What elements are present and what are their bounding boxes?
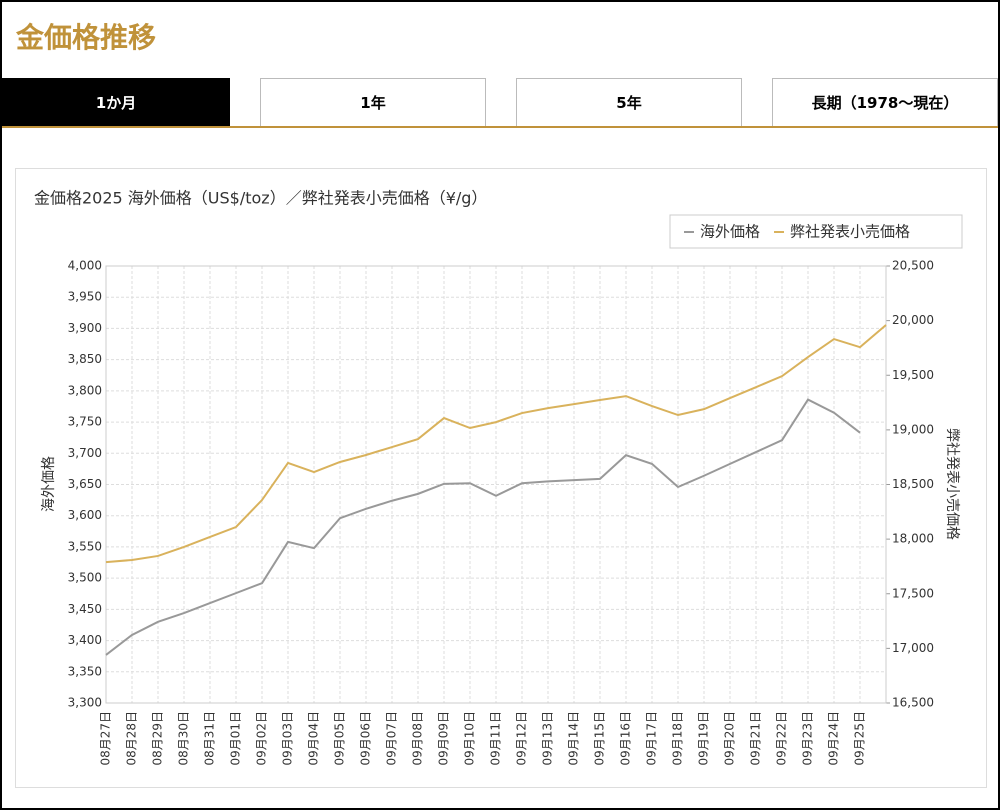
y2-tick-label: 19,000 bbox=[892, 422, 934, 436]
tab[interactable]: 1か月 bbox=[2, 78, 230, 126]
y-tick-label: 3,750 bbox=[68, 415, 102, 429]
x-tick-label: 09月06日 bbox=[359, 711, 373, 766]
y-tick-label: 3,800 bbox=[68, 383, 102, 397]
y2-axis-title: 弊社発表小売価格 bbox=[944, 428, 960, 540]
x-tick-label: 09月03日 bbox=[281, 711, 295, 766]
y2-tick-label: 19,500 bbox=[892, 368, 934, 382]
y-tick-label: 3,950 bbox=[68, 290, 102, 304]
x-tick-label: 09月11日 bbox=[489, 711, 503, 766]
x-tick-label: 09月15日 bbox=[593, 711, 607, 766]
x-tick-label: 09月25日 bbox=[853, 711, 867, 766]
x-tick-label: 09月16日 bbox=[619, 711, 633, 766]
y2-tick-label: 20,500 bbox=[892, 259, 934, 273]
y-tick-label: 4,000 bbox=[68, 259, 102, 273]
y-axis-title: 海外価格 bbox=[41, 456, 57, 512]
y-tick-label: 3,500 bbox=[68, 571, 102, 585]
y-tick-label: 3,900 bbox=[68, 321, 102, 335]
x-tick-label: 09月19日 bbox=[697, 711, 711, 766]
chart-panel bbox=[15, 168, 987, 788]
x-tick-label: 09月04日 bbox=[307, 711, 321, 766]
y-tick-label: 3,350 bbox=[68, 664, 102, 678]
x-tick-label: 09月21日 bbox=[749, 711, 763, 766]
y-tick-label: 3,700 bbox=[68, 446, 102, 460]
x-tick-label: 09月12日 bbox=[515, 711, 529, 766]
series-line bbox=[105, 324, 887, 564]
y2-tick-label: 18,500 bbox=[892, 477, 934, 491]
x-tick-label: 09月24日 bbox=[827, 711, 841, 766]
y2-tick-label: 16,500 bbox=[892, 696, 934, 710]
y-tick-label: 3,550 bbox=[68, 539, 102, 553]
x-tick-label: 09月23日 bbox=[801, 711, 815, 766]
x-tick-label: 09月20日 bbox=[723, 711, 737, 766]
tab[interactable]: 長期（1978〜現在） bbox=[772, 78, 998, 126]
tab-underline bbox=[2, 126, 998, 128]
x-tick-label: 09月02日 bbox=[255, 711, 269, 766]
x-tick-label: 09月05日 bbox=[333, 711, 347, 766]
x-tick-label: 09月07日 bbox=[385, 711, 399, 766]
legend-label: 海外価格 bbox=[700, 223, 760, 241]
x-tick-label: 09月14日 bbox=[567, 711, 581, 766]
x-tick-label: 09月13日 bbox=[541, 711, 555, 766]
x-tick-label: 08月28日 bbox=[125, 711, 139, 766]
x-tick-label: 08月27日 bbox=[99, 711, 113, 766]
chart-title: 金価格2025 海外価格（US$/toz）／弊社発表小売価格（¥/g） bbox=[34, 189, 487, 208]
tab[interactable]: 1年 bbox=[260, 78, 486, 126]
y2-tick-label: 20,000 bbox=[892, 313, 934, 327]
tab[interactable]: 5年 bbox=[516, 78, 742, 126]
plot-border bbox=[105, 265, 887, 704]
x-tick-label: 08月29日 bbox=[151, 711, 165, 766]
y-tick-label: 3,650 bbox=[68, 477, 102, 491]
x-tick-label: 08月30日 bbox=[177, 711, 191, 766]
x-tick-label: 09月01日 bbox=[229, 711, 243, 766]
legend-box bbox=[669, 214, 963, 249]
page-title: 金価格推移 bbox=[16, 21, 157, 54]
y2-tick-label: 17,000 bbox=[892, 641, 934, 655]
x-tick-label: 09月10日 bbox=[463, 711, 477, 766]
y2-tick-label: 18,000 bbox=[892, 532, 934, 546]
x-tick-label: 09月18日 bbox=[671, 711, 685, 766]
x-tick-label: 09月09日 bbox=[437, 711, 451, 766]
y2-tick-label: 17,500 bbox=[892, 586, 934, 600]
series-line bbox=[105, 398, 861, 656]
y-tick-label: 3,450 bbox=[68, 602, 102, 616]
legend-label: 弊社発表小売価格 bbox=[790, 223, 910, 241]
x-tick-label: 09月22日 bbox=[775, 711, 789, 766]
x-tick-label: 08月31日 bbox=[203, 711, 217, 766]
y-tick-label: 3,300 bbox=[68, 696, 102, 710]
x-tick-label: 09月17日 bbox=[645, 711, 659, 766]
y-tick-label: 3,400 bbox=[68, 633, 102, 647]
y-tick-label: 3,850 bbox=[68, 352, 102, 366]
y-tick-label: 3,600 bbox=[68, 508, 102, 522]
x-tick-label: 09月08日 bbox=[411, 711, 425, 766]
